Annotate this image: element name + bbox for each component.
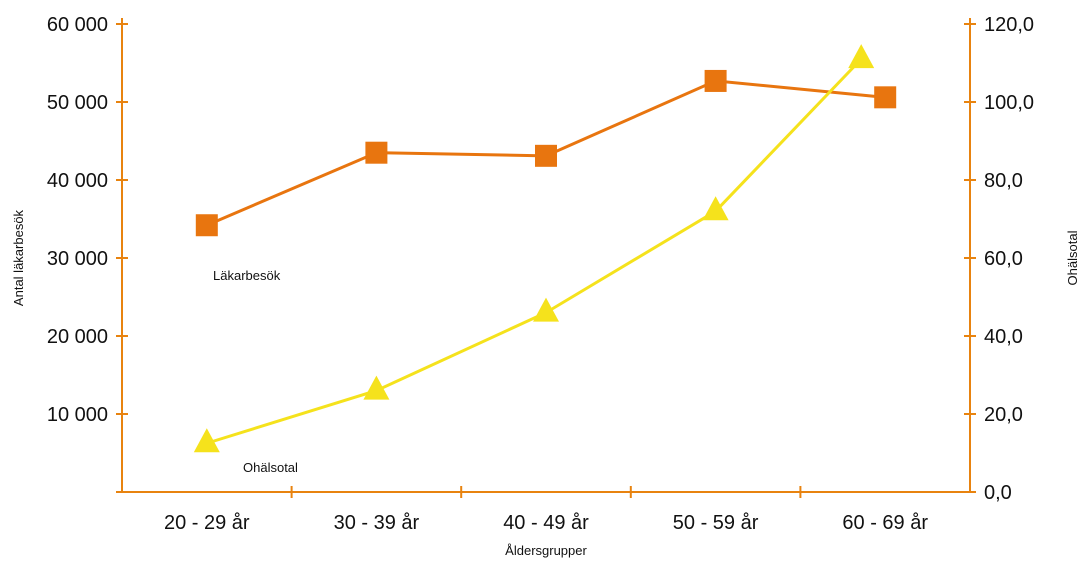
right-y-tick-label: 80,0 bbox=[984, 170, 1023, 192]
x-tick-label: 50 - 59 år bbox=[673, 512, 759, 534]
left-y-axis-title: Antal läkarbesök bbox=[11, 209, 26, 306]
x-tick-label: 60 - 69 år bbox=[842, 512, 928, 534]
right-y-tick-label: 60,0 bbox=[984, 248, 1023, 270]
data-point-square bbox=[535, 144, 557, 167]
left-y-tick-label: 60 000 bbox=[47, 14, 108, 36]
data-point-square bbox=[195, 214, 218, 237]
data-point-square bbox=[365, 141, 388, 164]
data-point-triangle bbox=[848, 44, 875, 69]
left-y-tick-label: 30 000 bbox=[47, 248, 108, 270]
data-point-square bbox=[704, 69, 727, 92]
x-tick-label: 30 - 39 år bbox=[334, 512, 420, 534]
data-point-triangle bbox=[363, 375, 390, 400]
data-point-triangle bbox=[193, 428, 220, 453]
data-point-triangle bbox=[702, 196, 729, 221]
series-markers bbox=[193, 44, 897, 453]
labels-layer: 10 000 20 000 30 000 40 000 50 000 60 000 0,0 2… bbox=[11, 14, 1080, 558]
right-y-tick-label: 100,0 bbox=[984, 92, 1034, 114]
axes-layer bbox=[116, 18, 976, 498]
x-tick-label: 20 - 29 år bbox=[164, 512, 250, 534]
series-label-lakarbesok: Läkarbesök bbox=[213, 268, 281, 283]
left-y-tick-label: 10 000 bbox=[47, 404, 108, 426]
right-y-tick-label: 20,0 bbox=[984, 404, 1023, 426]
right-y-tick-label: 40,0 bbox=[984, 326, 1023, 348]
left-y-tick-label: 50 000 bbox=[47, 92, 108, 114]
x-tick-label: 40 - 49 år bbox=[503, 512, 589, 534]
data-point-square bbox=[874, 86, 897, 109]
series-label-ohalsotal: Ohälsotal bbox=[243, 460, 298, 475]
right-y-tick-label: 0,0 bbox=[984, 482, 1012, 504]
data-point-triangle bbox=[533, 297, 559, 322]
right-y-axis-title: Ohälsotal bbox=[1065, 230, 1080, 285]
series-lines bbox=[206, 58, 886, 445]
right-y-tick-label: 120,0 bbox=[984, 14, 1034, 36]
x-axis-title: Åldersgrupper bbox=[505, 543, 587, 558]
series-line-ohälsotal bbox=[206, 58, 863, 445]
left-y-tick-label: 40 000 bbox=[47, 170, 108, 192]
left-y-tick-label: 20 000 bbox=[47, 326, 108, 348]
